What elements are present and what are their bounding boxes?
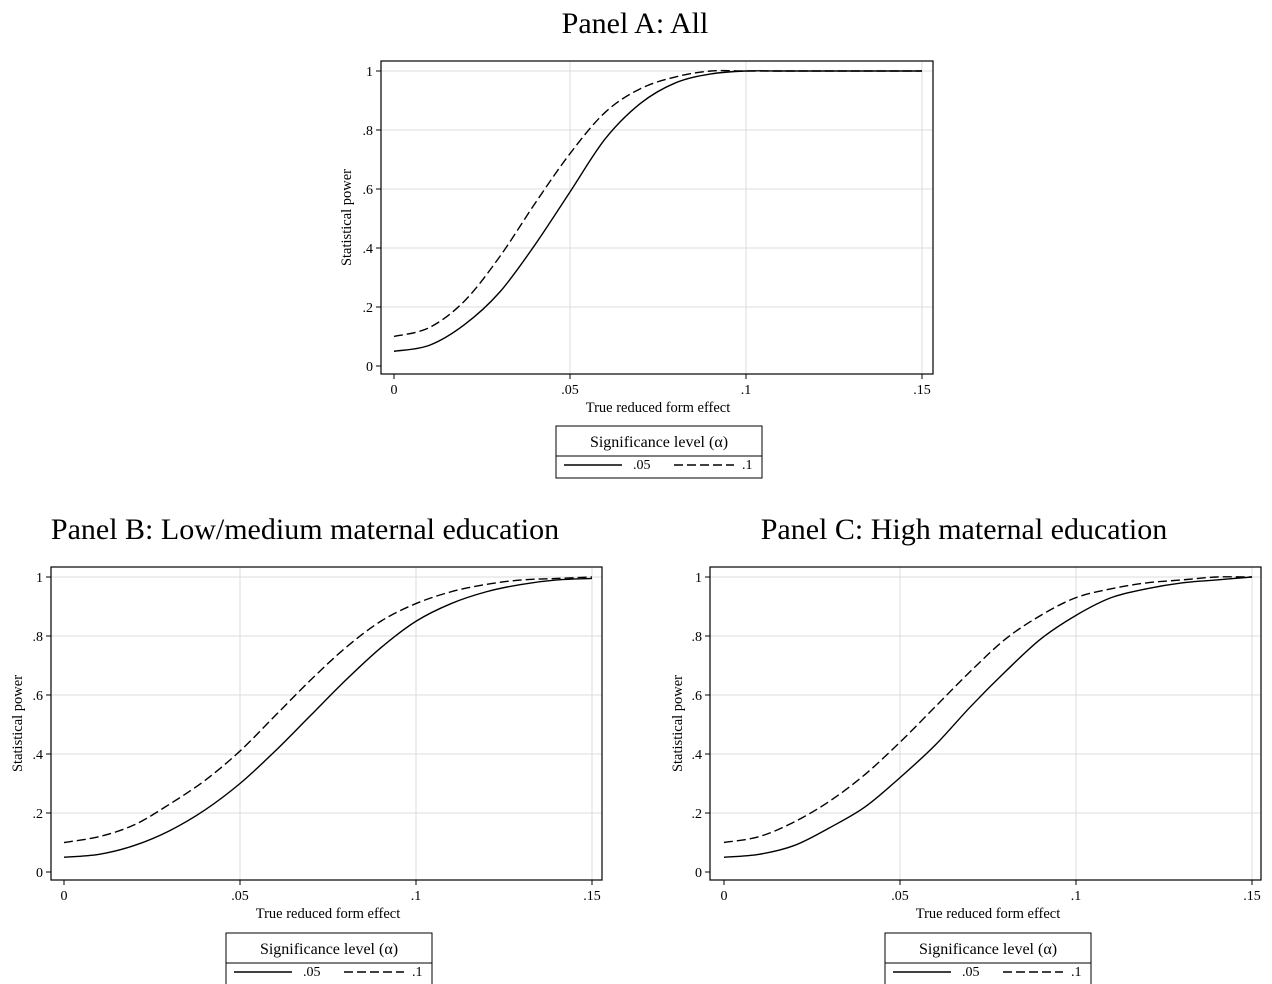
y-tick-label: .8 [692,630,703,645]
y-axis-title: Statistical power [339,169,355,266]
y-axis-title: Statistical power [670,675,686,772]
x-axis-title: True reduced form effect [256,906,401,922]
x-axis-title: True reduced form effect [586,400,731,416]
y-tick-label: .2 [363,301,374,316]
y-tick-label: .2 [692,807,703,822]
y-tick-label: 0 [36,866,43,881]
series-line-alpha-10 [63,576,593,844]
legend-title: Significance level (α) [590,434,728,451]
legend-box [225,932,433,984]
x-tick-label: .1 [1071,889,1082,904]
x-tick-label: .1 [411,889,422,904]
legend: Significance level (α) .05 .1 [225,932,433,984]
panel-b: Panel B: Low/medium maternal education 0.… [10,513,603,984]
panel-a: Panel A: All 0 .2 .4 .6 .8 1 0 .05 .1 .15 True redu… [339,7,934,479]
y-tick-label: .8 [363,124,374,139]
plot-frame [50,566,603,881]
y-axis-title: Statistical power [10,675,26,772]
panel-title: Panel C: High maternal education [761,513,1168,546]
y-tick-label: 1 [366,65,373,80]
series-line-alpha-05 [393,70,922,352]
x-tick-label: .15 [913,383,931,398]
legend-label-1: .1 [1071,965,1082,980]
y-tick-label: .2 [33,807,44,822]
legend-box [555,425,763,479]
legend: Significance level (α) .05 .1 [884,932,1092,984]
y-tick-label: .6 [363,183,374,198]
legend-label-1: .1 [742,458,753,473]
y-tick-label: 1 [695,571,702,586]
panel-title: Panel B: Low/medium maternal education [51,513,559,546]
plot-frame [380,60,934,375]
legend-label-05: .05 [962,965,980,980]
series-line-alpha-10 [723,576,1253,844]
series-line-alpha-10 [393,69,922,338]
x-tick-label: .1 [741,383,752,398]
x-tick-label: .15 [583,889,601,904]
y-tick-label: 1 [36,571,43,586]
y-tick-label: 0 [366,360,373,375]
series-line-alpha-05 [723,576,1253,858]
legend: Significance level (α) .05 .1 [555,425,763,479]
x-axis-title: True reduced form effect [916,906,1061,922]
y-tick-label: .4 [33,748,44,763]
y-tick-label: .8 [33,630,44,645]
x-tick-label: .05 [561,383,579,398]
series-line-alpha-05 [63,577,593,858]
x-tick-label: 0 [391,383,398,398]
legend-box [884,932,1092,984]
legend-label-05: .05 [303,965,321,980]
plot-frame [709,566,1262,881]
x-tick-label: 0 [721,889,728,904]
y-tick-label: .4 [363,242,374,257]
x-tick-label: .15 [1243,889,1261,904]
x-tick-label: 0 [61,889,68,904]
y-tick-label: .4 [692,748,703,763]
panel-title: Panel A: All [562,7,709,40]
legend-title: Significance level (α) [919,941,1057,958]
y-tick-label: 0 [695,866,702,881]
legend-title: Significance level (α) [260,941,398,958]
y-tick-label: .6 [692,689,703,704]
legend-label-1: .1 [412,965,423,980]
y-tick-label: .6 [33,689,44,704]
legend-label-05: .05 [633,458,651,473]
x-tick-label: .05 [231,889,249,904]
x-tick-label: .05 [891,889,909,904]
panel-c: Panel C: High maternal education 0 .2 .4 .6.… [670,513,1262,984]
